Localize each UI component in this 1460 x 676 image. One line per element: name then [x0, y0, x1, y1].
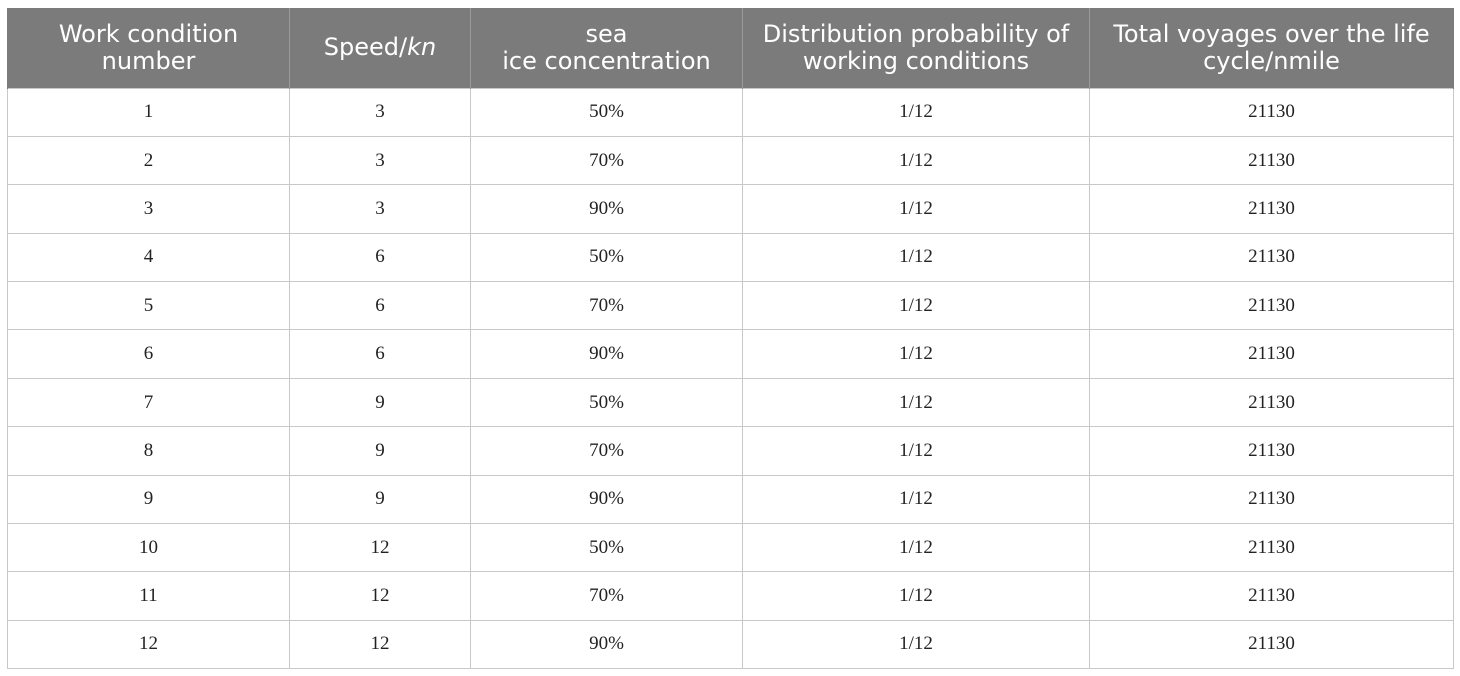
cell-work-condition-number: 6	[7, 329, 290, 379]
header-row: Work condition number Speed/kn sea ice co…	[7, 8, 1454, 88]
cell-speed: 6	[289, 329, 471, 379]
cell-total-voyages: 21130	[1089, 281, 1454, 331]
cell-work-condition-number: 3	[7, 184, 290, 234]
header-sea-ice-line2: ice concentration	[502, 46, 711, 75]
cell-sea-ice-concentration: 90%	[470, 329, 743, 379]
header-distribution-probability: Distribution probability of working cond…	[742, 8, 1090, 88]
header-speed-label: Speed/	[323, 33, 408, 62]
table-body: 1 3 50% 1/12 21130 2 3 70% 1/12 21130 3 3 90% 1/12 211…	[7, 87, 1454, 670]
cell-distribution-probability: 1/12	[742, 426, 1090, 476]
table-row: 9 9 90% 1/12 21130	[7, 474, 1454, 525]
cell-work-condition-number: 9	[7, 474, 290, 525]
cell-speed: 3	[289, 87, 471, 137]
cell-sea-ice-concentration: 90%	[470, 184, 743, 234]
cell-distribution-probability: 1/12	[742, 619, 1090, 670]
cell-total-voyages: 21130	[1089, 377, 1454, 428]
header-sea-ice-line1: sea	[585, 19, 628, 48]
cell-speed: 6	[289, 232, 471, 283]
table-row: 11 12 70% 1/12 21130	[7, 571, 1454, 621]
cell-sea-ice-concentration: 50%	[470, 377, 743, 428]
cell-distribution-probability: 1/12	[742, 281, 1090, 331]
cell-work-condition-number: 5	[7, 281, 290, 331]
header-sea-ice-concentration: sea ice concentration	[470, 8, 743, 88]
cell-speed: 9	[289, 426, 471, 476]
table-row: 7 9 50% 1/12 21130	[7, 377, 1454, 428]
table-row: 12 12 90% 1/12 21130	[7, 619, 1454, 670]
cell-distribution-probability: 1/12	[742, 87, 1090, 137]
table-row: 3 3 90% 1/12 21130	[7, 184, 1454, 234]
header-work-condition-number: Work condition number	[7, 8, 290, 88]
table-row: 5 6 70% 1/12 21130	[7, 281, 1454, 331]
cell-total-voyages: 21130	[1089, 571, 1454, 621]
cell-speed: 12	[289, 523, 471, 573]
cell-speed: 3	[289, 184, 471, 234]
cell-distribution-probability: 1/12	[742, 135, 1090, 186]
cell-work-condition-number: 10	[7, 523, 290, 573]
cell-sea-ice-concentration: 70%	[470, 571, 743, 621]
cell-work-condition-number: 1	[7, 87, 290, 137]
table-row: 1 3 50% 1/12 21130	[7, 87, 1454, 137]
cell-distribution-probability: 1/12	[742, 474, 1090, 525]
cell-work-condition-number: 11	[7, 571, 290, 621]
cell-sea-ice-concentration: 70%	[470, 281, 743, 331]
cell-speed: 6	[289, 281, 471, 331]
cell-total-voyages: 21130	[1089, 474, 1454, 525]
table-row: 8 9 70% 1/12 21130	[7, 426, 1454, 476]
cell-work-condition-number: 8	[7, 426, 290, 476]
cell-sea-ice-concentration: 50%	[470, 87, 743, 137]
cell-work-condition-number: 2	[7, 135, 290, 186]
cell-speed: 9	[289, 474, 471, 525]
cell-sea-ice-concentration: 50%	[470, 232, 743, 283]
cell-total-voyages: 21130	[1089, 87, 1454, 137]
cell-total-voyages: 21130	[1089, 184, 1454, 234]
cell-total-voyages: 21130	[1089, 135, 1454, 186]
cell-sea-ice-concentration: 50%	[470, 523, 743, 573]
cell-work-condition-number: 4	[7, 232, 290, 283]
table-row: 2 3 70% 1/12 21130	[7, 135, 1454, 186]
cell-work-condition-number: 12	[7, 619, 290, 670]
cell-sea-ice-concentration: 70%	[470, 135, 743, 186]
work-conditions-table-container: Work condition number Speed/kn sea ice co…	[7, 8, 1454, 670]
cell-total-voyages: 21130	[1089, 329, 1454, 379]
cell-speed: 12	[289, 571, 471, 621]
cell-work-condition-number: 7	[7, 377, 290, 428]
work-conditions-table: Work condition number Speed/kn sea ice co…	[7, 8, 1454, 670]
cell-total-voyages: 21130	[1089, 523, 1454, 573]
table-row: 4 6 50% 1/12 21130	[7, 232, 1454, 283]
cell-distribution-probability: 1/12	[742, 184, 1090, 234]
table-row: 10 12 50% 1/12 21130	[7, 523, 1454, 573]
header-total-voyages: Total voyages over the life cycle/nmile	[1089, 8, 1454, 88]
cell-sea-ice-concentration: 70%	[470, 426, 743, 476]
cell-speed: 12	[289, 619, 471, 670]
table-header: Work condition number Speed/kn sea ice co…	[7, 8, 1454, 88]
header-speed: Speed/kn	[289, 8, 471, 88]
header-speed-unit: kn	[407, 33, 437, 62]
table-row: 6 6 90% 1/12 21130	[7, 329, 1454, 379]
cell-total-voyages: 21130	[1089, 232, 1454, 283]
cell-total-voyages: 21130	[1089, 426, 1454, 476]
cell-distribution-probability: 1/12	[742, 377, 1090, 428]
cell-total-voyages: 21130	[1089, 619, 1454, 670]
cell-sea-ice-concentration: 90%	[470, 619, 743, 670]
cell-speed: 3	[289, 135, 471, 186]
cell-distribution-probability: 1/12	[742, 329, 1090, 379]
cell-distribution-probability: 1/12	[742, 571, 1090, 621]
cell-speed: 9	[289, 377, 471, 428]
cell-distribution-probability: 1/12	[742, 523, 1090, 573]
cell-sea-ice-concentration: 90%	[470, 474, 743, 525]
cell-distribution-probability: 1/12	[742, 232, 1090, 283]
